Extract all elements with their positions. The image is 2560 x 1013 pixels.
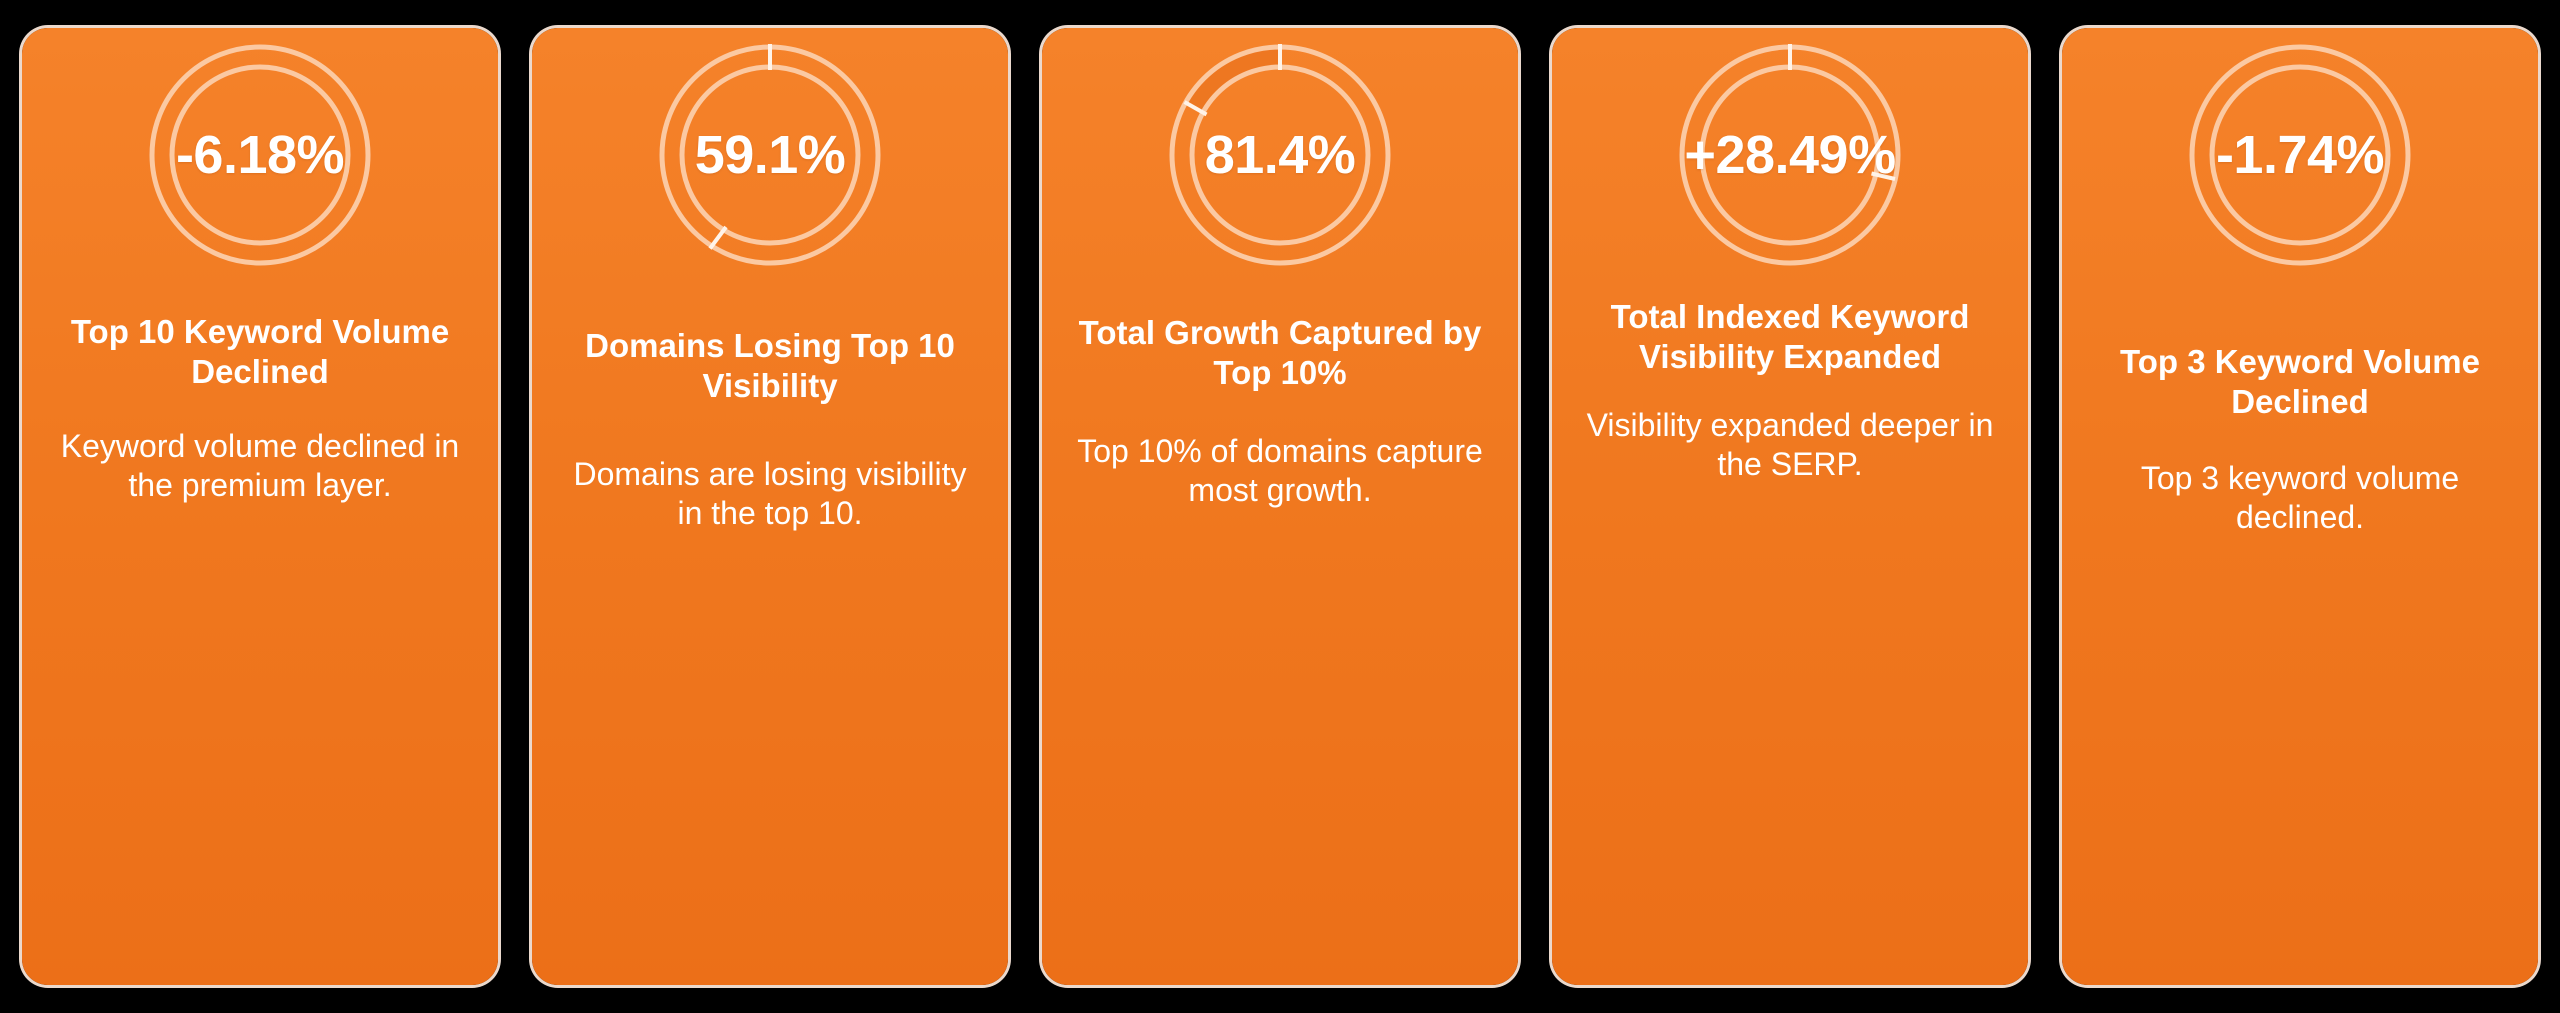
kpi-card[interactable]: -1.74% Top 3 Keyword Volume Declined Top… bbox=[2062, 28, 2538, 985]
card-body: Total Indexed Keyword Visibility Expande… bbox=[1552, 280, 2028, 985]
card-title: Top 3 Keyword Volume Declined bbox=[2120, 343, 2480, 421]
card-body: Top 10 Keyword Volume Declined Keyword v… bbox=[22, 280, 498, 985]
card-description: Top 10% of domains capture most growth. bbox=[1077, 432, 1483, 508]
kpi-card[interactable]: 81.4% Total Growth Captured by Top 10% T… bbox=[1042, 28, 1518, 985]
card-title: Domains Losing Top 10 Visibility bbox=[585, 327, 955, 405]
kpi-card[interactable]: 59.1% Domains Losing Top 10 Visibility D… bbox=[532, 28, 1008, 985]
donut-ring-icon bbox=[659, 44, 881, 266]
donut-ring-icon bbox=[1169, 44, 1391, 266]
donut-chart: 81.4% bbox=[1042, 30, 1518, 280]
kpi-card[interactable]: +28.49% Total Indexed Keyword Visibility… bbox=[1552, 28, 2028, 985]
donut-chart: -1.74% bbox=[2062, 30, 2538, 280]
donut-chart: 59.1% bbox=[532, 30, 1008, 280]
donut-ring-icon bbox=[149, 44, 371, 266]
card-title: Total Growth Captured by Top 10% bbox=[1078, 314, 1482, 392]
donut-chart: +28.49% bbox=[1552, 30, 2028, 280]
card-body: Domains Losing Top 10 Visibility Domains… bbox=[532, 280, 1008, 985]
card-description: Top 3 keyword volume declined. bbox=[2140, 459, 2460, 535]
kpi-card[interactable]: -6.18% Top 10 Keyword Volume Declined Ke… bbox=[22, 28, 498, 985]
donut-ring-icon bbox=[2189, 44, 2411, 266]
card-title: Total Indexed Keyword Visibility Expande… bbox=[1610, 298, 1970, 376]
card-title: Top 10 Keyword Volume Declined bbox=[70, 313, 450, 391]
card-description: Domains are losing visibility in the top… bbox=[573, 455, 967, 531]
card-description: Keyword volume declined in the premium l… bbox=[60, 427, 460, 503]
card-body: Top 3 Keyword Volume Declined Top 3 keyw… bbox=[2062, 280, 2538, 985]
donut-chart: -6.18% bbox=[22, 30, 498, 280]
card-body: Total Growth Captured by Top 10% Top 10%… bbox=[1042, 280, 1518, 985]
donut-ring-icon bbox=[1679, 44, 1901, 266]
card-description: Visibility expanded deeper in the SERP. bbox=[1586, 406, 1994, 482]
